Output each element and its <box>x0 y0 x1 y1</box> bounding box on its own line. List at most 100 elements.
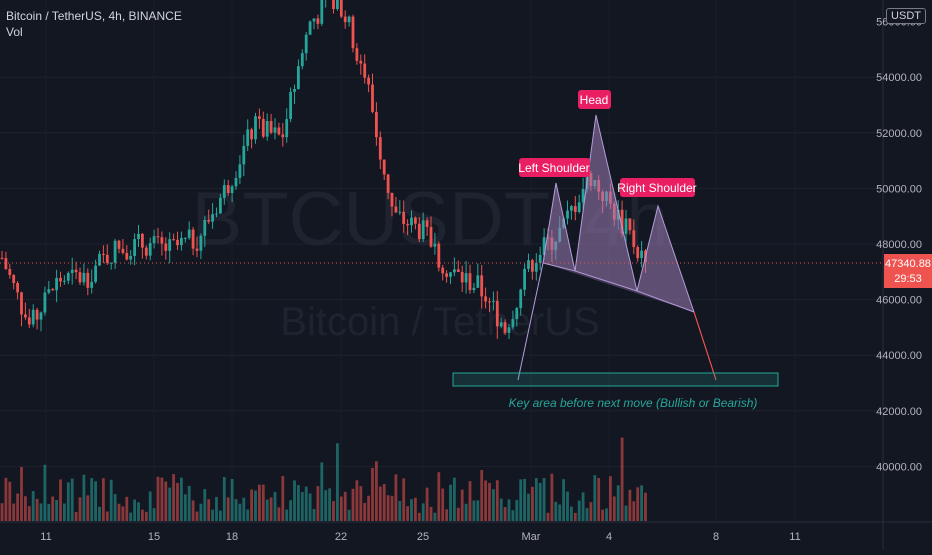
candle-body <box>460 271 464 283</box>
volume-bar <box>66 482 70 521</box>
volume-bar <box>375 461 378 521</box>
candle-body <box>207 220 211 222</box>
volume-bar <box>417 512 421 521</box>
candle-body <box>577 202 581 212</box>
volume-bar <box>585 508 589 521</box>
candle-body <box>406 224 409 226</box>
candle-body <box>238 164 242 178</box>
candle-body <box>472 287 476 291</box>
candle-body <box>339 0 343 17</box>
volume-bar <box>102 478 105 521</box>
volume-bar <box>616 485 620 521</box>
candle-body <box>410 217 413 226</box>
volume-bar <box>129 512 133 521</box>
candle-body <box>538 254 542 263</box>
volume-bar <box>441 488 445 521</box>
volume-bar <box>382 484 386 521</box>
volume-bar <box>0 503 4 521</box>
volume-bar <box>445 509 448 521</box>
volume-bar <box>277 507 281 521</box>
volume-bar <box>464 503 468 521</box>
volume-bar <box>207 499 211 521</box>
volume-bar <box>421 503 425 521</box>
watermark-name: Bitcoin / TetherUS <box>280 300 599 344</box>
candle-body <box>300 53 304 67</box>
candle-body <box>156 236 160 238</box>
volume-bar <box>328 488 331 521</box>
candle-body <box>105 254 109 263</box>
key-area-box[interactable] <box>452 372 779 387</box>
candle-body <box>0 257 4 259</box>
label-left-shoulder-text: Left Shoulder <box>518 161 589 175</box>
volume-bar <box>363 502 367 521</box>
volume-bar <box>332 501 335 521</box>
volume-bar <box>78 497 82 521</box>
volume-bar <box>94 481 97 521</box>
volume-bar <box>573 512 577 521</box>
candle-body <box>168 239 172 251</box>
symbol-line: Bitcoin / TetherUS, 4h, BINANCE <box>6 9 182 23</box>
volume-bar <box>246 509 250 521</box>
candle-body <box>519 289 523 309</box>
volume-bar <box>230 478 234 521</box>
pattern-left-shoulder <box>542 182 576 272</box>
candle-body <box>160 237 164 244</box>
candle-body <box>527 260 530 269</box>
volume-bar <box>187 485 191 521</box>
candle-body <box>480 275 484 297</box>
volume-bar <box>367 495 370 521</box>
volume-bar <box>4 477 8 521</box>
candle-body <box>191 229 195 249</box>
candle-body <box>250 129 253 140</box>
candle-body <box>394 206 398 213</box>
candle-body <box>359 60 363 64</box>
candle-body <box>371 84 374 112</box>
candle-body <box>172 239 175 241</box>
volume-bar <box>24 496 27 521</box>
time-tick-label: 18 <box>226 531 238 543</box>
volume-bar <box>148 491 152 521</box>
volume-bar <box>515 499 519 521</box>
volume-bar <box>394 474 398 521</box>
volume-bar <box>546 512 550 521</box>
label-right-shoulder[interactable]: Right Shoulder <box>617 178 697 197</box>
pattern-right-shoulder <box>636 204 695 313</box>
candle-body <box>144 247 148 256</box>
candle-body <box>121 248 125 253</box>
volume-bar <box>289 500 292 521</box>
candle-body <box>523 268 526 290</box>
volume-bar <box>523 478 526 521</box>
candle-body <box>437 243 441 268</box>
volume-bar <box>429 506 433 521</box>
candle-body <box>254 116 257 140</box>
label-left-shoulder[interactable]: Left Shoulder <box>518 158 590 177</box>
volume-bar <box>164 481 168 521</box>
volume-bar <box>74 512 78 521</box>
candle-body <box>70 269 74 274</box>
candle-body <box>503 322 507 333</box>
candle-body <box>390 192 394 207</box>
time-axis[interactable]: 11 15 18 22 25 Mar 4 8 11 <box>0 521 932 543</box>
label-head[interactable]: Head <box>578 90 611 109</box>
currency-selector[interactable]: USDT <box>886 8 926 24</box>
candle-body <box>492 300 495 302</box>
candle-body <box>581 189 585 203</box>
volume-bar <box>211 509 214 521</box>
candle-body <box>222 185 226 198</box>
volume-bar <box>308 493 312 521</box>
time-tick-label: 8 <box>713 531 719 543</box>
volume-bar <box>55 500 58 521</box>
volume-bar <box>456 507 460 521</box>
key-area-start-line <box>517 262 544 381</box>
volume-bar <box>636 487 640 521</box>
candle-body <box>289 91 292 120</box>
volume-bar <box>70 478 74 521</box>
volume-bar <box>304 486 308 521</box>
volume-bar <box>312 509 316 521</box>
candle-body <box>398 211 402 213</box>
volume-bar <box>176 482 179 521</box>
candle-body <box>628 218 632 231</box>
volume-bar <box>597 478 601 521</box>
